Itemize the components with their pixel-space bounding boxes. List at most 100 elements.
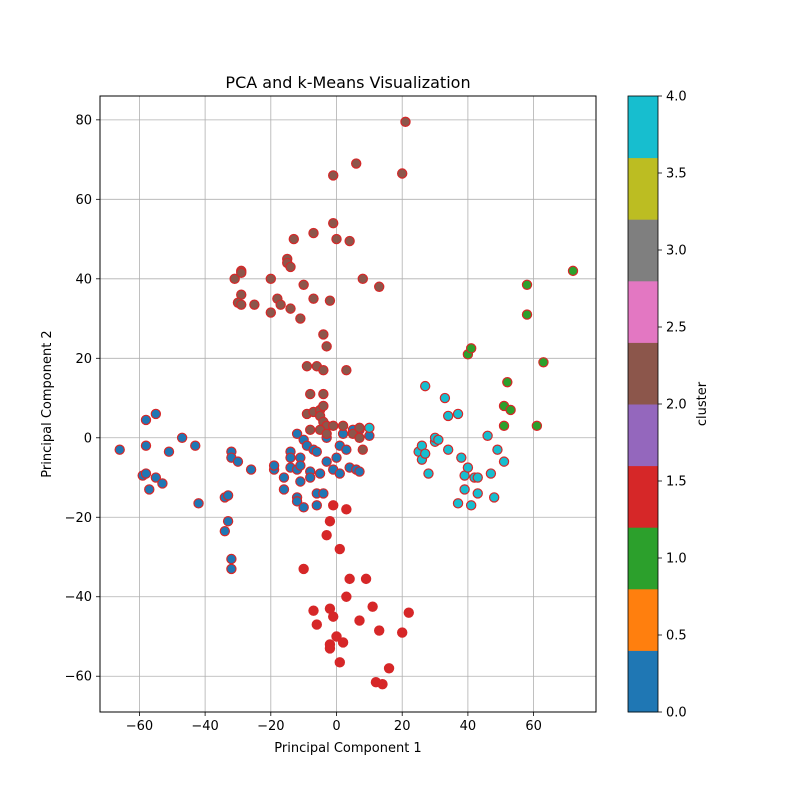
data-point [456,452,467,463]
data-point [295,476,306,487]
data-point [298,279,309,290]
data-point [400,116,411,128]
data-point [308,605,319,616]
x-tick-label: 0 [332,719,340,734]
colorbar-tick-label: 4.0 [666,90,687,105]
data-point [374,625,385,636]
data-point [321,456,332,467]
data-point [291,496,303,507]
colorbar-tick-label: 2.5 [666,321,687,336]
data-point [268,460,280,471]
data-point [176,432,188,443]
data-point [190,440,201,451]
data-point [472,472,483,483]
data-point [488,492,500,503]
data-point [341,504,352,515]
data-point [265,307,277,318]
data-point [538,357,549,368]
data-point [334,543,345,555]
colorbar-tick-label: 0.5 [666,629,687,644]
data-point [291,428,303,440]
data-point [305,424,316,436]
y-axis-ticks: −60 −40 −20 0 20 40 60 80 [65,113,100,685]
data-point [226,563,237,575]
data-point [442,444,454,455]
data-point [364,422,375,434]
data-point [498,420,510,432]
data-point [321,341,332,352]
data-point [140,414,152,426]
data-point [334,657,345,668]
y-tick-label: −60 [65,670,92,685]
data-point [485,468,497,479]
data-point [305,472,316,483]
data-point [492,444,503,455]
data-point [567,265,579,277]
data-point [331,452,342,463]
data-point [331,233,342,245]
x-tick-label: −60 [126,719,153,734]
data-point [442,410,454,422]
colorbar-segment [628,650,658,713]
data-point [318,365,329,376]
data-point [354,432,365,443]
data-point [318,388,329,400]
y-axis-label: Principal Component 2 [40,330,55,477]
colorbar-tick-label: 2.0 [666,398,687,413]
chart-title: PCA and k-Means Visualization [225,73,470,92]
x-tick-label: 40 [460,719,477,734]
data-point [278,472,290,483]
data-point [344,235,355,247]
data-point [157,478,168,489]
data-point [298,502,309,513]
data-point [163,446,175,457]
data-point [285,303,296,314]
data-point [150,408,162,420]
data-point [341,444,352,455]
data-point [354,466,365,477]
colorbar: 0.0 0.5 1.0 1.5 2.0 2.5 3.0 3.5 4.0 [627,90,687,721]
data-point [396,627,408,638]
data-points [114,116,579,690]
data-point [249,299,260,310]
data-point [245,464,257,475]
data-point [337,637,349,648]
data-point [222,516,234,527]
data-point [295,313,306,324]
data-point [521,279,533,290]
y-tick-label: 20 [75,352,92,367]
colorbar-segment [628,219,658,282]
data-point [498,456,510,467]
colorbar-tick-label: 1.0 [666,552,687,567]
data-point [328,611,339,622]
data-point [351,158,362,169]
colorbar-segment [628,342,658,405]
x-tick-label: 20 [394,719,411,734]
data-point [452,408,464,420]
data-point [193,498,204,509]
data-point [219,525,231,537]
data-point [328,170,339,181]
data-point [502,376,513,388]
data-point [318,329,329,340]
grid-lines [100,96,596,712]
colorbar-segment [628,404,658,467]
y-tick-label: 40 [75,272,92,287]
data-point [236,299,247,310]
data-point [357,444,368,455]
data-point [305,388,316,400]
data-point [278,484,290,495]
colorbar-tick-label: 3.0 [666,244,687,259]
data-point [144,484,155,495]
data-point [314,468,326,479]
data-point [140,468,152,479]
data-point [403,607,414,618]
x-tick-label: −20 [257,719,284,734]
data-point [150,472,162,483]
data-point [334,468,345,479]
data-point [341,365,352,376]
data-point [324,516,336,527]
colorbar-segment [628,588,658,651]
